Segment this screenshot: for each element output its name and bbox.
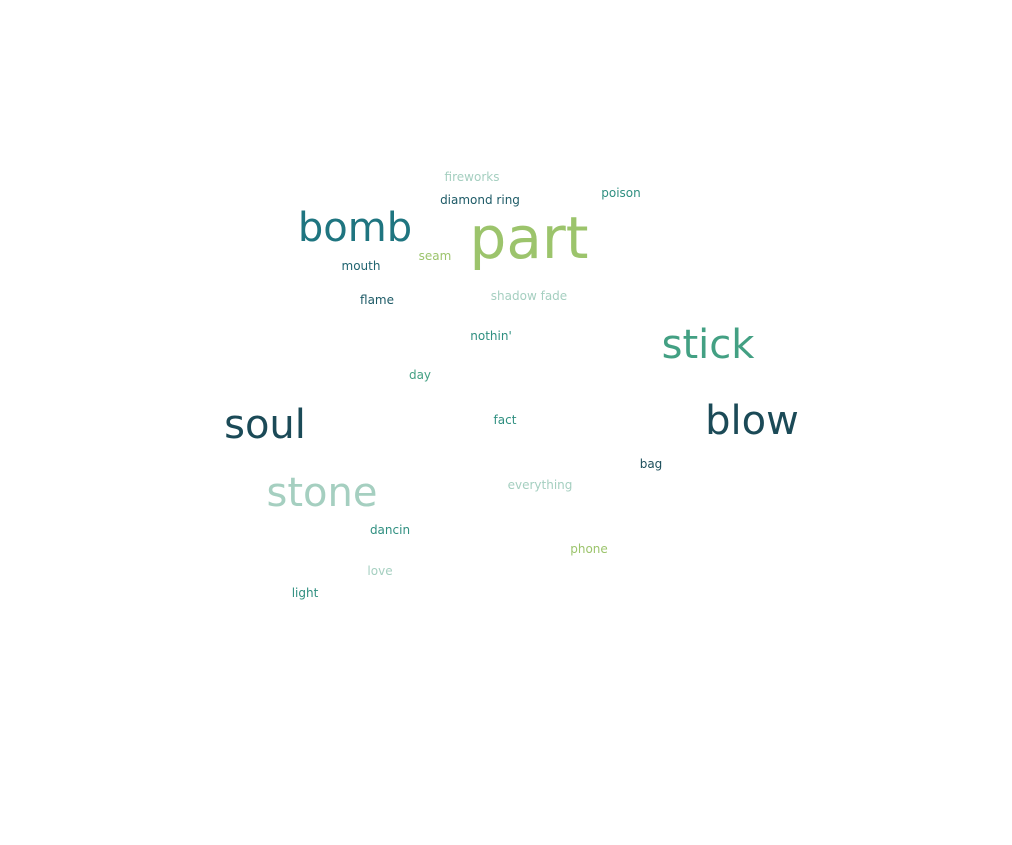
word-soul: soul [224, 405, 306, 445]
word-blow: blow [705, 401, 799, 441]
word-poison: poison [601, 187, 641, 199]
word-nothin: nothin' [470, 330, 512, 342]
word-part: part [470, 209, 589, 267]
word-mouth: mouth [342, 260, 381, 272]
word-bomb: bomb [298, 208, 412, 248]
word-day: day [409, 369, 431, 381]
word-light: light [292, 587, 319, 599]
word-shadow-fade: shadow fade [491, 290, 567, 302]
word-fireworks: fireworks [445, 171, 500, 183]
word-fact: fact [494, 414, 517, 426]
word-flame: flame [360, 294, 394, 306]
word-seam: seam [419, 250, 452, 262]
word-everything: everything [508, 479, 573, 491]
word-diamond-ring: diamond ring [440, 194, 520, 206]
word-phone: phone [570, 543, 608, 555]
word-stick: stick [662, 325, 755, 365]
word-bag: bag [640, 458, 663, 470]
word-love: love [367, 565, 392, 577]
word-stone: stone [267, 473, 378, 513]
word-dancin: dancin [370, 524, 410, 536]
